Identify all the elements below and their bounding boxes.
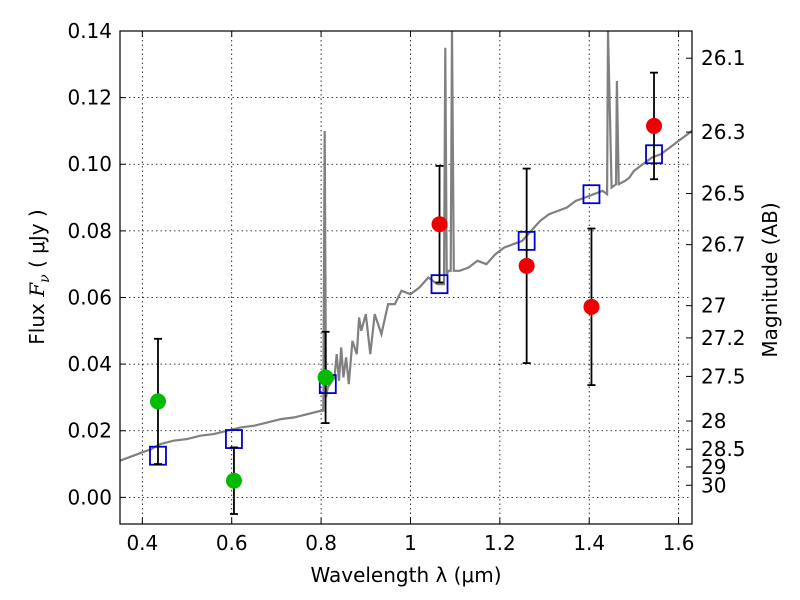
spectrum-series [120,31,692,462]
photometry-point [149,393,166,410]
y-tick-label: 0.06 [67,285,112,309]
x-tick-label: 0.8 [305,531,337,555]
photometry-point [518,257,535,274]
x-tick-label: 1 [404,531,417,555]
photometry-point [431,216,448,233]
model-box-point [582,184,601,205]
photometry-point [583,298,600,315]
photometry-point [646,117,663,134]
y-tick-label: 0.00 [67,485,112,509]
y-tick-label: 0.10 [67,152,112,176]
y-tick-label: 0.12 [67,86,112,110]
y-axis-label-nu: ν [37,274,53,283]
model-box-point [225,429,243,449]
right-tick-label: 27 [701,294,726,318]
right-tick-label: 29 [701,455,726,479]
x-tick-label: 1.4 [573,531,605,555]
right-axis-label: Magnitude (AB) [758,202,782,357]
right-tick-label: 27.2 [701,326,746,350]
right-tick-label: 28 [701,409,726,433]
right-tick-label: 30 [701,473,726,497]
x-tick-label: 1.6 [663,531,695,555]
y-axis-label: Flux Fν ( μJy ) [25,209,53,344]
x-tick-label: 0.4 [126,531,158,555]
axis-ticks [120,30,692,524]
photometry-series [149,117,663,489]
plot-frame [119,30,693,525]
right-tick-label: 26.5 [701,182,746,206]
y-axis-label-f: F [25,282,49,298]
y-tick-label: 0.14 [67,19,112,43]
grid-lines [120,30,692,524]
spectrum-line [120,31,692,462]
y-tick-label: 0.04 [67,352,112,376]
y-axis-label-suffix: ( μJy ) [25,209,49,274]
y-axis-label-prefix: Flux [25,297,49,345]
right-tick-label: 26.1 [701,46,746,70]
x-tick-label: 0.6 [216,531,248,555]
right-tick-label: 26.3 [701,120,746,144]
photometry-point [225,472,242,489]
right-tick-label: 26.7 [701,233,746,257]
y-tick-label: 0.08 [67,219,112,243]
x-axis-label: Wavelength λ (μm) [310,563,501,587]
x-tick-label: 1.2 [484,531,516,555]
y-tick-label: 0.02 [67,419,112,443]
right-tick-label: 27.5 [701,364,746,388]
right-tick-label: 28.5 [701,437,746,461]
photometry-point [317,369,334,386]
tick-labels: 0.4 0.6 0.8 1 1.2 1.4 1.6 0.00 0.02 0.04 0.06 0.08 0… [67,19,745,555]
